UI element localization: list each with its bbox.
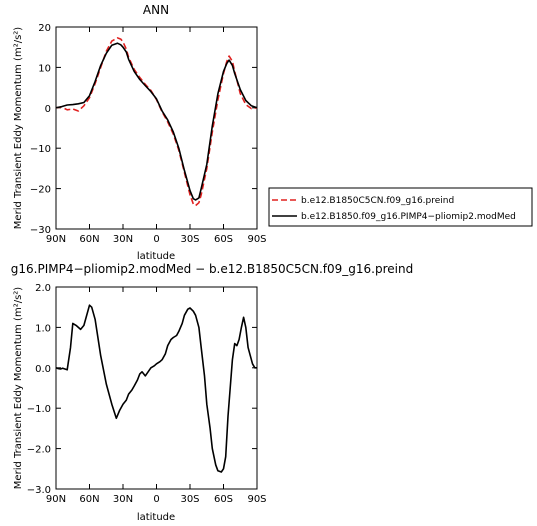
- bottom-y-ticks: 2.0 1.0 0.0 −1.0 −2.0 −3.0: [27, 283, 257, 496]
- y-tick-label: 0: [45, 104, 51, 115]
- legend-label-preind: b.e12.B1850C5CN.f09_g16.preind: [301, 196, 454, 206]
- bottom-panel: g16.PIMP4−pliomip2.modMed − b.e12.B1850C…: [11, 262, 413, 523]
- x-tick-label: 0: [153, 494, 159, 505]
- x-tick-label: 60N: [79, 234, 99, 245]
- x-tick-label: 30S: [180, 234, 199, 245]
- y-tick-label: −1.0: [27, 404, 51, 415]
- top-chart-title: ANN: [143, 3, 169, 17]
- bottom-y-axis-label: Merid Transient Eddy Momentum (m²/s²): [13, 287, 24, 489]
- y-tick-label: 1.0: [35, 323, 51, 334]
- y-tick-label: 20: [38, 23, 51, 34]
- top-panel: ANN 90N 60N 30N 0 30S 60S 90S 20 10 0 −10 −20 −30 l…: [13, 3, 267, 262]
- x-tick-label: 60S: [214, 494, 233, 505]
- legend-label-modmed: b.e12.B1850.f09_g16.PIMP4−pliomip2.modMe…: [301, 212, 516, 222]
- x-tick-label: 0: [153, 234, 159, 245]
- bottom-series-group: [55, 304, 257, 473]
- bottom-chart-title: g16.PIMP4−pliomip2.modMed − b.e12.B1850C…: [11, 262, 413, 276]
- x-tick-label: 30N: [113, 494, 133, 505]
- y-tick-label: 0.0: [35, 364, 51, 375]
- top-x-axis-label: latitude: [137, 251, 175, 262]
- x-tick-label: 60N: [79, 494, 99, 505]
- y-tick-label: 10: [38, 63, 51, 74]
- legend: b.e12.B1850C5CN.f09_g16.preind b.e12.B18…: [268, 187, 533, 227]
- top-y-axis-label: Merid Transient Eddy Momentum (m²/s²): [13, 27, 24, 229]
- top-x-ticks: 90N 60N 30N 0 30S 60S 90S: [46, 27, 267, 245]
- legend-box: [268, 187, 533, 227]
- y-tick-label: −20: [30, 185, 51, 196]
- top-plot-frame: [55, 26, 258, 230]
- top-series-group: [55, 37, 258, 207]
- y-tick-label: −3.0: [27, 485, 51, 496]
- x-tick-label: 60S: [214, 234, 233, 245]
- y-tick-label: 2.0: [35, 283, 51, 294]
- bottom-x-ticks: 90N 60N 30N 0 30S 60S 90S: [46, 287, 267, 505]
- x-tick-label: 30S: [180, 494, 199, 505]
- x-tick-label: 90N: [46, 494, 66, 505]
- y-tick-label: −10: [30, 144, 51, 155]
- top-y-ticks: 20 10 0 −10 −20 −30: [30, 23, 257, 236]
- x-tick-label: 90N: [46, 234, 66, 245]
- x-tick-label: 30N: [113, 234, 133, 245]
- x-tick-label: 90S: [247, 234, 266, 245]
- x-tick-label: 90S: [247, 494, 266, 505]
- bottom-x-axis-label: latitude: [137, 512, 175, 523]
- y-tick-label: −2.0: [27, 445, 51, 456]
- series-line-1-0: [55, 304, 257, 473]
- y-tick-label: −30: [30, 225, 51, 236]
- series-line-0-1: [55, 42, 258, 201]
